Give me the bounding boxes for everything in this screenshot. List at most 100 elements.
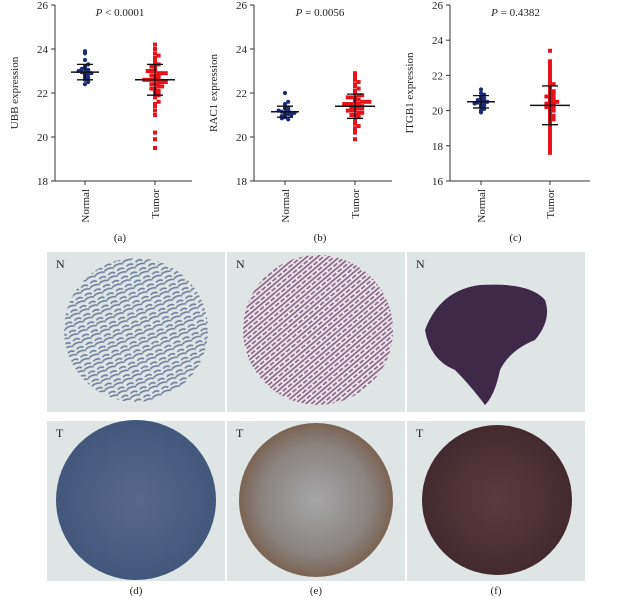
tumor-point <box>160 71 165 76</box>
tumor-point <box>353 75 357 80</box>
y-tick-label: 22 <box>236 88 247 100</box>
caption: (f) <box>491 585 502 597</box>
y-tick-label: 20 <box>37 132 49 144</box>
panel-label: T <box>56 426 64 440</box>
tumor-point <box>548 143 552 148</box>
panel-label: T <box>236 426 244 440</box>
tumor-point <box>153 146 157 150</box>
tumor-point <box>548 126 552 131</box>
tumor-point <box>548 69 552 74</box>
normal-point <box>478 108 484 113</box>
tumor-point <box>356 86 361 91</box>
tumor-point <box>145 69 150 73</box>
tumor-point <box>153 130 157 135</box>
tumor-point <box>153 42 157 47</box>
tumor-point <box>360 106 365 111</box>
tumor-point <box>360 99 365 104</box>
x-tick-label: Normal <box>476 189 488 223</box>
tumor-point <box>345 108 350 113</box>
tumor-point <box>548 133 552 138</box>
tumor-point <box>156 53 161 58</box>
normal-point <box>82 82 88 87</box>
p-symbol: P <box>295 7 303 19</box>
tumor-point <box>153 95 157 100</box>
p-symbol: P <box>490 7 498 19</box>
sd-bar <box>542 85 558 126</box>
tumor-point <box>356 115 361 120</box>
tumor-point <box>349 108 354 113</box>
panel-label: N <box>236 257 245 271</box>
tissue-core <box>243 255 393 405</box>
tumor-point <box>353 117 357 122</box>
tumor-point <box>551 91 556 95</box>
y-tick-label: 18 <box>37 176 49 188</box>
tumor-point <box>356 97 361 102</box>
tumor-point <box>363 99 368 104</box>
tumor-point <box>156 91 161 95</box>
tissue-images <box>47 252 585 581</box>
tumor-point <box>548 66 552 71</box>
x-tick-label: Tumor <box>545 189 557 219</box>
caption: (b) <box>314 232 327 244</box>
tumor-point <box>153 113 157 117</box>
normal-point <box>79 66 84 71</box>
normal-point <box>286 111 291 116</box>
tumor-point <box>353 77 357 82</box>
y-tick-label: 18 <box>236 176 248 188</box>
tumor-point <box>551 113 556 118</box>
tumor-point <box>367 99 372 104</box>
tissue-core <box>64 258 208 402</box>
tumor-point <box>149 82 154 87</box>
tumor-point <box>156 71 161 76</box>
caption: (c) <box>509 232 522 244</box>
y-tick-label: 22 <box>432 70 443 82</box>
tumor-point <box>544 101 549 106</box>
tumor-point <box>356 106 361 111</box>
normal-point <box>82 57 88 63</box>
normal-point <box>286 99 291 104</box>
tumor-point <box>356 124 361 128</box>
tumor-point <box>160 84 165 89</box>
tumor-point <box>153 58 157 62</box>
x-tick-label: Tumor <box>350 189 362 219</box>
normal-point <box>286 117 291 122</box>
y-axis-label: ITGB1 expression <box>404 52 416 133</box>
normal-point <box>482 103 487 108</box>
x-tick-label: Normal <box>80 189 92 223</box>
tumor-point <box>156 88 161 93</box>
sd-bar <box>147 63 163 96</box>
tumor-point <box>356 110 361 115</box>
normal-point <box>478 87 484 92</box>
tumor-point <box>153 51 157 56</box>
tumor-point <box>156 84 161 89</box>
y-tick-label: 26 <box>432 0 444 12</box>
tumor-point <box>353 71 357 76</box>
y-tick-label: 20 <box>236 132 248 144</box>
y-tick-label: 20 <box>432 106 444 118</box>
p-value: P = 0.0056 <box>295 7 345 19</box>
tumor-point <box>156 75 161 80</box>
tumor-point <box>349 95 354 100</box>
sd-bar <box>277 105 293 118</box>
tumor-point <box>548 48 552 53</box>
p-value-text: = 0.4382 <box>501 7 540 19</box>
y-tick-label: 22 <box>37 88 48 100</box>
y-tick-label: 26 <box>236 0 248 12</box>
y-tick-label: 16 <box>432 176 444 188</box>
tumor-point <box>149 64 154 69</box>
tumor-point <box>551 82 556 87</box>
tumor-point <box>356 102 361 106</box>
panel-label: T <box>416 426 424 440</box>
tumor-point <box>548 129 552 134</box>
tumor-point <box>353 84 357 89</box>
normal-point <box>282 101 288 107</box>
tumor-point <box>345 102 350 106</box>
y-tick-label: 18 <box>432 141 444 153</box>
tumor-point <box>548 73 552 78</box>
tumor-point <box>353 119 357 124</box>
x-tick-label: Tumor <box>150 189 162 219</box>
y-tick-label: 26 <box>37 0 49 12</box>
tumor-point <box>548 78 552 83</box>
tumor-point <box>156 99 161 104</box>
